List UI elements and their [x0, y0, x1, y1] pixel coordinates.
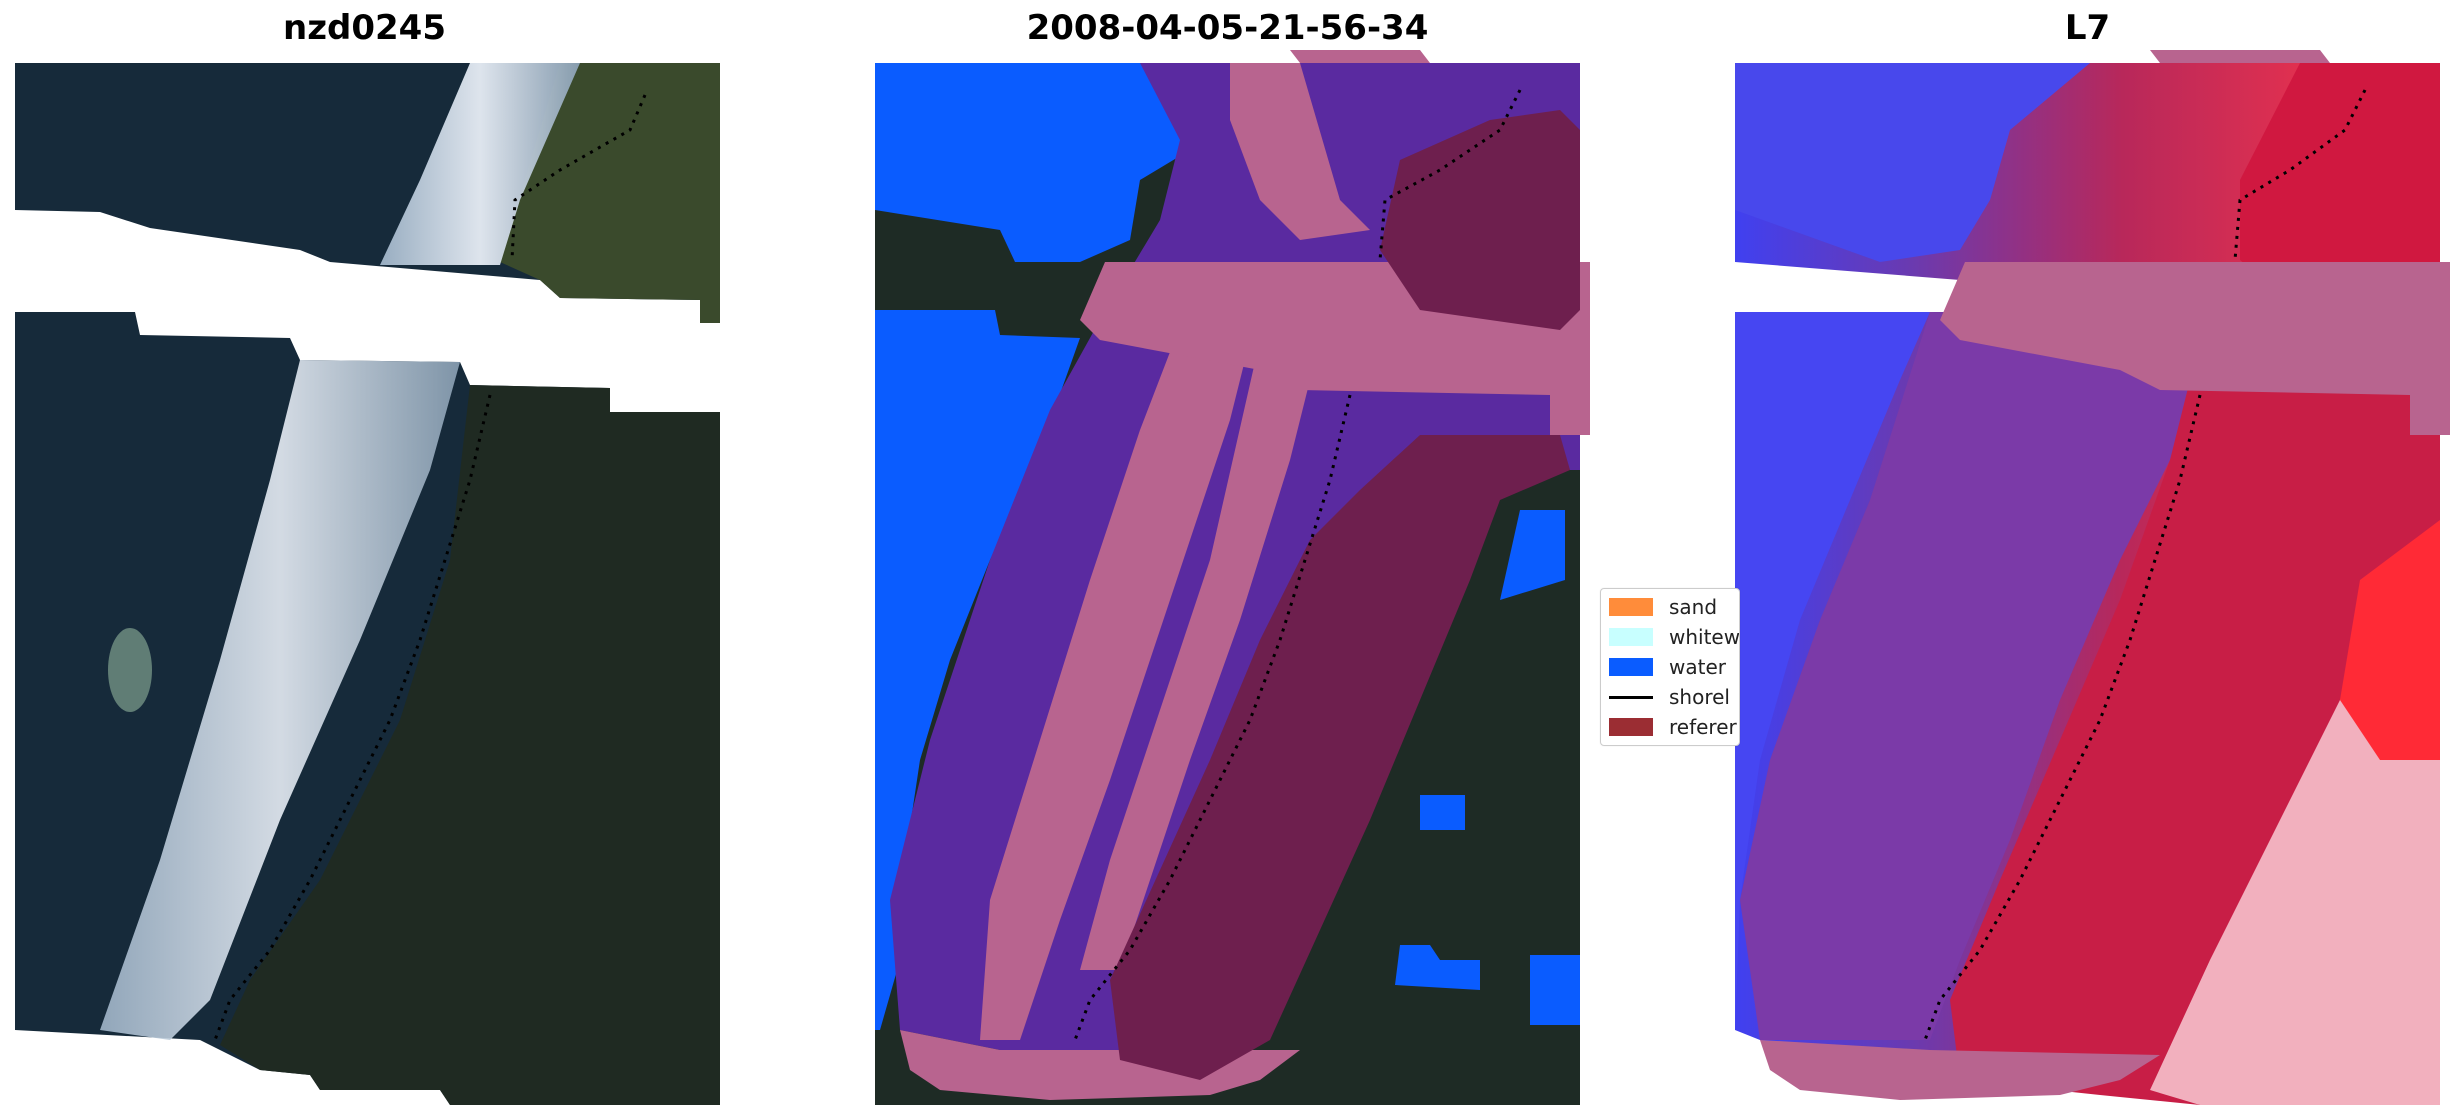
- l7-bottom-blue: [1735, 312, 1930, 1030]
- l7-bottom-bright-red: [2340, 520, 2440, 760]
- left-panel-title: nzd0245: [283, 8, 446, 48]
- rgb-top-whitewater: [380, 63, 580, 265]
- l7-pink-bottom-edge: [1760, 1040, 2160, 1100]
- legend-item-shoreline: shorel: [1609, 685, 1730, 709]
- shoreline-line-swatch: [1609, 695, 1653, 699]
- rgb-bottom-land: [220, 385, 720, 1105]
- legend-item-water: water: [1609, 655, 1726, 679]
- middle-panel-title: 2008-04-05-21-56-34: [1026, 8, 1429, 48]
- legend-label: shorel: [1669, 685, 1730, 709]
- legend-label: sand: [1669, 595, 1718, 619]
- l7-pink-gap-band: [1940, 262, 2450, 435]
- class-water-patch-3: [1530, 955, 1580, 1025]
- rgb-whitewater-patch: [108, 628, 152, 712]
- rgb-bottom-whitewater: [100, 360, 460, 1040]
- class-water-left: [875, 310, 1080, 1030]
- class-pink-stripe-inner: [1080, 340, 1320, 970]
- rgb-top-land: [500, 63, 720, 323]
- l7-top-red: [2240, 63, 2440, 320]
- whitewater-swatch: [1609, 628, 1653, 646]
- legend-item-sand: sand: [1609, 595, 1717, 619]
- l7-pink-top-edge: [2150, 50, 2330, 63]
- legend: sand whitew water shorel referer: [1600, 588, 1740, 746]
- legend-label: whitew: [1669, 625, 1740, 649]
- class-water-patch-1: [1420, 795, 1465, 830]
- rgb-shoreline: [213, 94, 647, 1041]
- l7-shoreline: [1923, 89, 2367, 1041]
- class-pink-top-edge: [1290, 50, 1430, 63]
- legend-label: water: [1669, 655, 1726, 679]
- class-maroon-top: [1380, 110, 1580, 330]
- reference-swatch: [1609, 718, 1653, 736]
- legend-item-reference: referer: [1609, 715, 1737, 739]
- class-pink-stripe-long: [980, 300, 1260, 1040]
- water-swatch: [1609, 658, 1653, 676]
- classification-map: [875, 50, 1590, 1105]
- class-pink-stripe-top: [1230, 63, 1370, 240]
- l7-heatmap: [1735, 50, 2450, 1105]
- class-maroon-bottom: [1110, 435, 1570, 1080]
- class-pink-bottom-edge: [900, 1030, 1300, 1100]
- right-panel-title: L7: [2064, 8, 2111, 48]
- legend-item-whitewater: whitew: [1609, 625, 1740, 649]
- sand-swatch: [1609, 598, 1653, 616]
- class-shoreline: [1073, 89, 1522, 1041]
- class-water-patch-2: [1395, 945, 1480, 990]
- legend-label: referer: [1669, 715, 1737, 739]
- l7-bottom-purple: [1740, 312, 2200, 1040]
- class-water-patch-4: [1500, 510, 1565, 600]
- l7-top-blue: [1735, 63, 2090, 262]
- rgb-image: [15, 63, 720, 1105]
